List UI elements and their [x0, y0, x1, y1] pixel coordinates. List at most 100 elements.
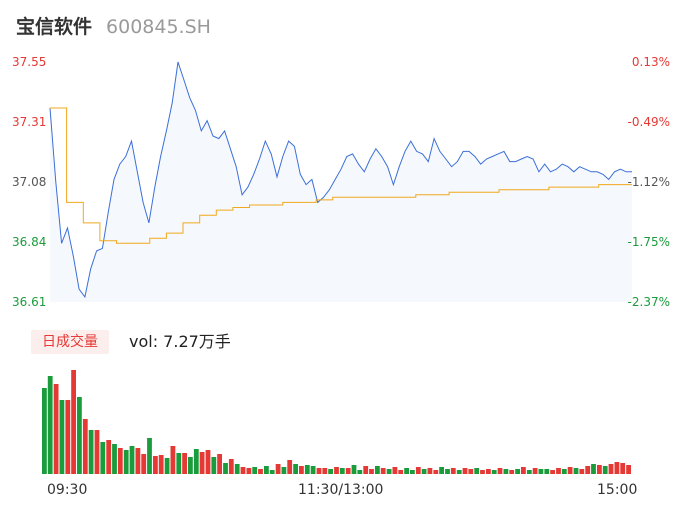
volume-bar: [223, 463, 228, 474]
volume-bar: [281, 467, 287, 474]
volume-bar: [410, 470, 415, 474]
volume-bar: [65, 400, 71, 474]
average-line: [50, 107, 632, 244]
volume-bar: [310, 466, 316, 474]
volume-bar: [53, 384, 59, 474]
volume-badge: 日成交量: [31, 330, 109, 354]
volume-bar: [170, 446, 176, 474]
volume-bar: [328, 469, 333, 474]
volume-bar: [392, 467, 398, 474]
volume-bar: [322, 468, 328, 474]
volume-bar: [398, 470, 404, 474]
volume-bar: [158, 455, 164, 474]
volume-bar: [117, 448, 123, 474]
volume-bar: [123, 450, 129, 474]
pct-tick-label: 0.13%: [631, 55, 670, 69]
volume-bar: [561, 469, 567, 474]
volume-bar: [164, 458, 170, 474]
volume-bar: [141, 454, 147, 474]
volume-bar: [71, 370, 76, 474]
time-tick-label: 09:30: [47, 482, 88, 498]
volume-bar: [620, 463, 626, 474]
volume-bar: [88, 430, 94, 474]
volume-bar: [351, 465, 357, 474]
volume-bar: [415, 467, 421, 474]
volume-bar: [182, 453, 187, 474]
volume-bar: [199, 452, 205, 474]
volume-bar: [509, 470, 515, 474]
volume-bar: [234, 464, 240, 474]
volume-bar: [77, 397, 82, 474]
volume-bar: [480, 470, 485, 474]
volume-bar: [491, 470, 497, 474]
volume-bar: [503, 469, 509, 474]
volume-bar: [363, 466, 369, 474]
volume-bar: [597, 465, 602, 474]
volume-bar: [345, 468, 351, 474]
volume-bar: [106, 440, 112, 474]
volume-bar: [369, 469, 374, 474]
volume-bar: [293, 464, 298, 474]
price-line: [49, 61, 632, 299]
volume-bar: [339, 468, 345, 474]
volume-bar: [47, 376, 53, 474]
volume-total: vol: 7.27万手: [129, 332, 231, 351]
volume-bar: [287, 460, 293, 474]
volume-bar: [585, 466, 591, 474]
volume-bar: [602, 466, 608, 474]
title-bar: 宝信软件 600845.SH: [16, 12, 211, 40]
volume-bar: [468, 469, 474, 474]
volume-bar: [614, 462, 620, 474]
volume-bar: [334, 467, 339, 474]
volume-bar: [135, 448, 141, 474]
volume-bar: [188, 457, 193, 474]
volume-bar: [474, 468, 480, 474]
volume-bar: [433, 470, 439, 474]
volume-bar: [246, 468, 252, 474]
price-tick-label: 36.61: [12, 295, 47, 309]
volume-bar: [538, 469, 544, 474]
pct-tick-label: -0.49%: [627, 115, 670, 129]
volume-bar: [357, 470, 363, 474]
volume-bar: [450, 468, 456, 474]
volume-bar: [264, 466, 269, 474]
price-area: [50, 62, 632, 302]
volume-bar: [94, 430, 100, 474]
volume-bar: [147, 438, 152, 474]
volume-bar: [380, 468, 386, 474]
volume-bar: [550, 470, 555, 474]
pct-tick-label: -2.37%: [627, 295, 670, 309]
volume-bar: [556, 468, 561, 474]
volume-bar: [608, 464, 614, 474]
volume-bar: [129, 446, 135, 474]
volume-bar: [626, 465, 631, 474]
volume-bar: [579, 469, 585, 474]
price-tick-label: 37.55: [12, 55, 47, 69]
volume-bar: [100, 442, 106, 474]
volume-bar: [59, 400, 65, 474]
volume-bar: [462, 468, 468, 474]
volume-bar: [521, 467, 526, 474]
volume-bar: [153, 456, 158, 474]
stock-code: 600845.SH: [106, 16, 211, 38]
volume-bar: [176, 453, 182, 474]
price-tick-label: 37.31: [12, 115, 47, 129]
price-tick-label: 37.08: [12, 175, 47, 189]
volume-bar: [275, 464, 281, 474]
volume-bar: [515, 469, 520, 474]
volume-bar: [240, 467, 246, 474]
volume-bar: [386, 469, 392, 474]
volume-bar: [591, 464, 596, 474]
volume-bar: [567, 467, 573, 474]
volume-bar: [304, 465, 310, 474]
volume-bar: [445, 469, 450, 474]
volume-bar: [205, 450, 211, 474]
time-tick-label: 11:30/13:00: [298, 482, 384, 498]
volume-bar: [217, 454, 222, 474]
volume-bar: [497, 468, 503, 474]
volume-bar: [42, 388, 47, 474]
volume-bar: [456, 470, 462, 474]
volume-bar: [258, 469, 263, 474]
volume-bar: [439, 467, 444, 474]
